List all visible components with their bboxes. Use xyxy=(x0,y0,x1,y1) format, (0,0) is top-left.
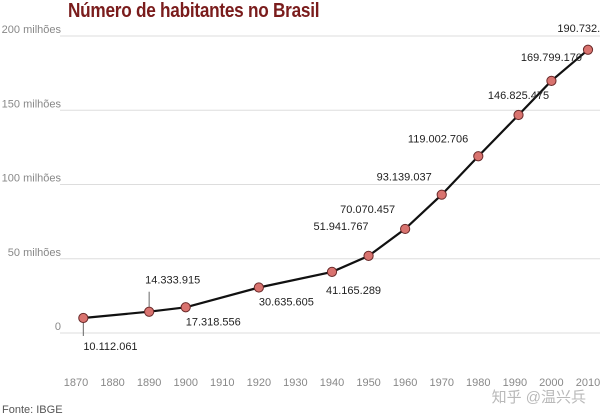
y-tick-label: 200 milhões xyxy=(2,24,62,36)
x-tick-label: 1980 xyxy=(466,377,490,389)
x-tick-label: 1990 xyxy=(503,377,527,389)
data-label: 10.112.061 xyxy=(83,341,137,353)
source-note: Fonte: IBGE xyxy=(2,404,63,416)
chart-title: Número de habitantes no Brasil xyxy=(68,0,320,22)
x-tick-label: 1870 xyxy=(64,377,88,389)
x-tick-label: 1960 xyxy=(393,377,417,389)
data-point xyxy=(78,312,89,324)
data-label: 93.139.037 xyxy=(377,172,432,184)
data-label: 17.318.556 xyxy=(186,316,241,328)
x-tick-label: 2000 xyxy=(539,377,563,389)
y-tick-label: 100 milhões xyxy=(2,173,62,185)
data-label: 169.799.170 xyxy=(521,52,582,64)
data-label: 30.635.605 xyxy=(259,297,314,309)
data-label: 146.825.475 xyxy=(488,90,549,102)
data-point xyxy=(253,282,264,293)
x-tick-label: 1900 xyxy=(173,377,197,389)
data-label: 14.333.915 xyxy=(145,275,200,287)
data-point xyxy=(582,44,594,55)
x-tick-label: 1930 xyxy=(283,377,307,389)
data-label: 190.732.694 xyxy=(557,23,600,35)
x-tick-label: 1890 xyxy=(137,377,161,389)
data-label: 51.941.767 xyxy=(314,221,369,233)
data-point xyxy=(363,250,374,261)
y-tick-label: 0 xyxy=(55,321,61,333)
y-tick-label: 50 milhões xyxy=(8,247,62,259)
data-point xyxy=(144,306,155,317)
data-point xyxy=(436,189,447,200)
x-tick-label: 1970 xyxy=(429,377,453,389)
data-point xyxy=(326,266,338,277)
watermark: 知乎 @温兴兵 xyxy=(491,389,586,406)
x-tick-label: 2010 xyxy=(576,377,600,389)
data-point xyxy=(400,223,411,235)
data-point xyxy=(513,109,524,121)
x-tick-label: 1910 xyxy=(210,377,234,389)
data-label: 70.070.457 xyxy=(340,204,395,216)
series-line xyxy=(83,48,589,320)
x-tick-label: 1950 xyxy=(356,377,380,389)
data-point xyxy=(473,151,484,162)
data-point xyxy=(180,302,191,313)
x-tick-label: 1880 xyxy=(100,377,124,389)
data-point xyxy=(546,75,557,86)
x-tick-label: 1920 xyxy=(247,377,271,389)
y-tick-label: 150 milhões xyxy=(2,98,62,110)
data-label: 41.165.289 xyxy=(326,285,381,297)
x-tick-label: 1940 xyxy=(320,377,344,389)
data-label: 119.002.706 xyxy=(408,133,468,145)
